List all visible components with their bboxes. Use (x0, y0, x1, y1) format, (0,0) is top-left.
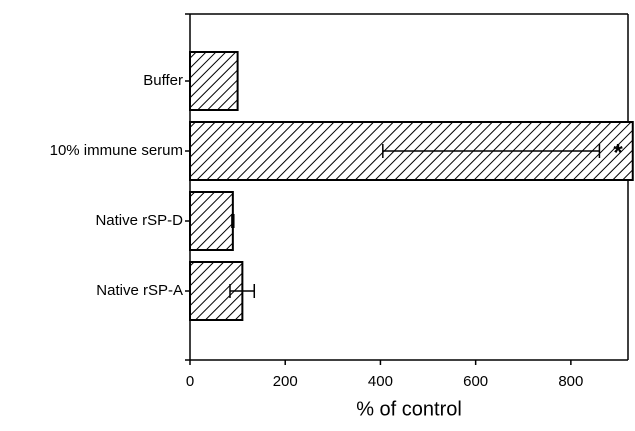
x-tick-label: 800 (558, 373, 583, 390)
y-tick-label: Native rSP-D (95, 212, 183, 229)
annotation: * (613, 139, 623, 166)
x-tick-label: 200 (273, 373, 298, 390)
bar (189, 51, 239, 111)
x-tick-label: 600 (463, 373, 488, 390)
y-tick-label: Buffer (143, 72, 183, 89)
y-tick-label: 10% immune serum (50, 142, 183, 159)
x-tick-label: 400 (368, 373, 393, 390)
x-axis-label: % of control (356, 398, 462, 420)
x-tick-label: 0 (186, 373, 194, 390)
y-tick-label: Native rSP-A (96, 282, 183, 299)
bar (189, 191, 234, 251)
